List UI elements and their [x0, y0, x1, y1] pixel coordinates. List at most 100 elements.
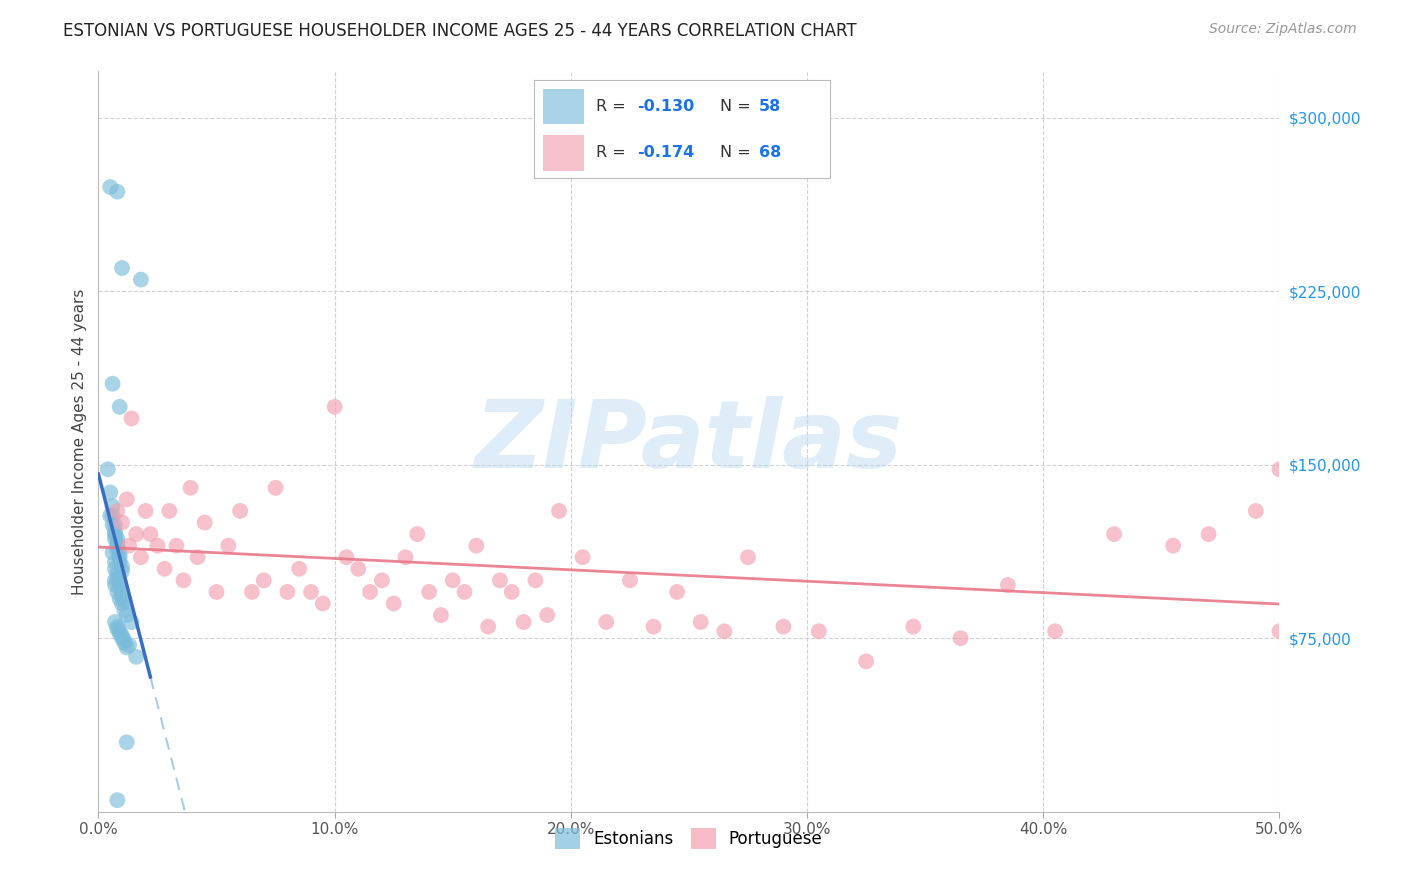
- Point: [112, 603, 135, 617]
- Point: [101, 376, 124, 391]
- Text: -0.174: -0.174: [638, 145, 695, 161]
- Point: [276, 585, 298, 599]
- Point: [98, 180, 121, 194]
- Point: [98, 508, 121, 523]
- Point: [1268, 462, 1291, 476]
- Point: [101, 500, 124, 514]
- Point: [108, 575, 131, 590]
- Point: [139, 527, 162, 541]
- Point: [129, 272, 152, 286]
- Point: [1102, 527, 1125, 541]
- Point: [172, 574, 194, 588]
- Point: [108, 550, 131, 565]
- Point: [115, 735, 138, 749]
- Text: Source: ZipAtlas.com: Source: ZipAtlas.com: [1209, 22, 1357, 37]
- Point: [187, 550, 209, 565]
- Point: [359, 585, 381, 599]
- Point: [105, 622, 128, 636]
- Point: [104, 555, 127, 569]
- Point: [105, 185, 128, 199]
- Point: [501, 585, 523, 599]
- Point: [111, 564, 134, 578]
- Point: [111, 597, 134, 611]
- Point: [104, 532, 127, 546]
- Point: [855, 654, 877, 668]
- Point: [264, 481, 287, 495]
- Point: [104, 578, 127, 592]
- Point: [125, 527, 148, 541]
- Point: [104, 524, 127, 539]
- Point: [105, 536, 128, 550]
- Point: [112, 594, 135, 608]
- Point: [949, 631, 972, 645]
- Point: [643, 619, 665, 633]
- Point: [112, 636, 135, 650]
- Point: [108, 624, 131, 639]
- Point: [347, 562, 370, 576]
- Point: [441, 574, 464, 588]
- Point: [101, 517, 124, 532]
- Point: [118, 539, 141, 553]
- FancyBboxPatch shape: [543, 89, 585, 124]
- Point: [666, 585, 689, 599]
- Point: [108, 626, 131, 640]
- Point: [105, 532, 128, 546]
- Point: [104, 562, 127, 576]
- Point: [997, 578, 1019, 592]
- Point: [111, 629, 134, 643]
- Point: [111, 631, 134, 645]
- Point: [406, 527, 429, 541]
- Point: [111, 559, 134, 574]
- Point: [101, 545, 124, 560]
- Point: [1268, 624, 1291, 639]
- Point: [772, 619, 794, 633]
- Point: [105, 793, 128, 807]
- Point: [465, 539, 488, 553]
- Point: [108, 580, 131, 594]
- Point: [253, 574, 276, 588]
- Text: ZIPatlas: ZIPatlas: [475, 395, 903, 488]
- Point: [180, 481, 202, 495]
- Point: [713, 624, 735, 639]
- Text: N =: N =: [720, 145, 756, 161]
- Point: [430, 608, 453, 623]
- Point: [129, 550, 152, 565]
- Y-axis label: Householder Income Ages 25 - 44 years: Householder Income Ages 25 - 44 years: [72, 288, 87, 595]
- Point: [115, 608, 138, 623]
- Point: [105, 619, 128, 633]
- Point: [512, 615, 534, 629]
- Point: [105, 566, 128, 581]
- Point: [489, 574, 512, 588]
- Point: [105, 539, 128, 553]
- Point: [104, 574, 127, 588]
- Point: [205, 585, 228, 599]
- Point: [105, 585, 128, 599]
- Point: [217, 539, 239, 553]
- Point: [104, 517, 127, 532]
- Point: [1198, 527, 1220, 541]
- Point: [371, 574, 394, 588]
- Point: [571, 550, 593, 565]
- Point: [299, 585, 322, 599]
- Point: [323, 400, 346, 414]
- Point: [240, 585, 263, 599]
- Point: [146, 539, 169, 553]
- Point: [288, 562, 311, 576]
- Text: R =: R =: [596, 99, 631, 114]
- Point: [105, 541, 128, 555]
- Point: [111, 585, 134, 599]
- Text: N =: N =: [720, 99, 756, 114]
- Point: [536, 608, 558, 623]
- Point: [153, 562, 176, 576]
- Text: R =: R =: [596, 145, 631, 161]
- Point: [165, 539, 187, 553]
- Point: [112, 633, 135, 648]
- Point: [453, 585, 475, 599]
- Point: [115, 492, 138, 507]
- Point: [394, 550, 416, 565]
- Point: [111, 516, 134, 530]
- Point: [97, 462, 120, 476]
- Point: [101, 508, 124, 523]
- Point: [1161, 539, 1184, 553]
- Point: [524, 574, 547, 588]
